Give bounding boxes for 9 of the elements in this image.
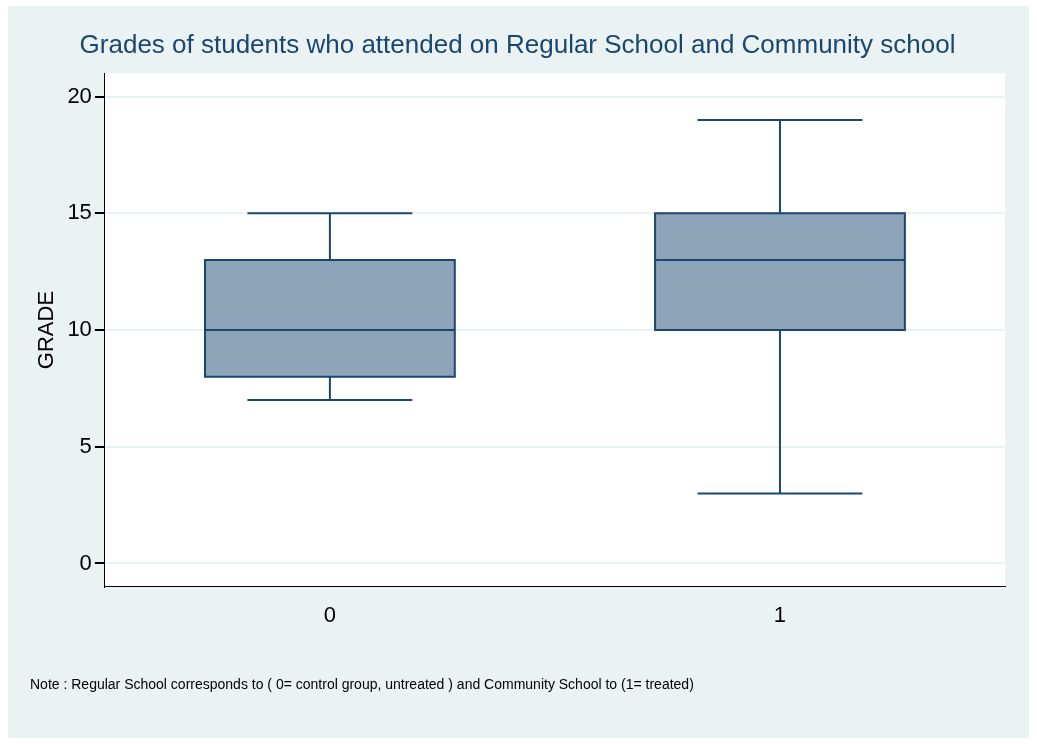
y-axis-title: GRADE: [33, 290, 59, 370]
y-tick-label: 15: [67, 199, 92, 225]
x-tick-label: 1: [773, 602, 787, 628]
y-tick-label: 5: [79, 432, 92, 458]
text: Note : Regular School corresponds to ( 0= control group, untreated ) and Community School to (1= treated): [30, 676, 694, 693]
y-tick-label: 0: [79, 549, 92, 575]
chart-title: Grades of students who attended on Regular School and Community school: [79, 28, 956, 59]
y-tick-label: 10: [67, 316, 92, 342]
y-tick-label: 20: [67, 82, 92, 108]
